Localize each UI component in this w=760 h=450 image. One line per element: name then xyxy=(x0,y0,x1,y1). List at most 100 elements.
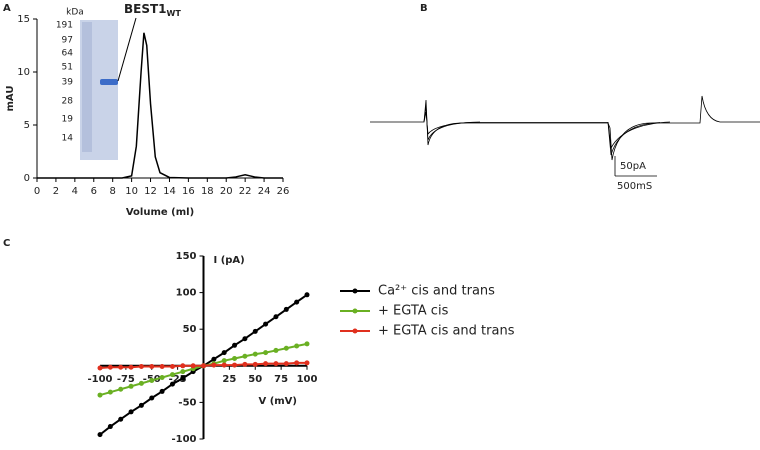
data-point xyxy=(242,336,248,342)
x-tick-label: 14 xyxy=(163,186,176,197)
annotation-line xyxy=(117,17,137,82)
y-tick-label: 0 xyxy=(24,173,30,184)
data-point xyxy=(201,363,206,369)
data-point xyxy=(159,364,165,370)
data-point xyxy=(169,381,175,387)
data-point xyxy=(242,353,248,359)
panel-label: C xyxy=(3,238,10,249)
data-point xyxy=(128,383,134,389)
data-point xyxy=(128,364,134,370)
x-axis-label: Volume (ml) xyxy=(126,207,194,218)
data-point xyxy=(242,361,248,367)
trace xyxy=(370,95,760,161)
x-tick-label: 8 xyxy=(110,186,116,197)
x-tick-label: 20 xyxy=(220,186,233,197)
x-tick-label: -100 xyxy=(87,374,112,385)
legend-label: + EGTA cis xyxy=(378,304,449,319)
data-point xyxy=(107,389,113,395)
data-point xyxy=(169,372,175,378)
x-tick-label: 25 xyxy=(222,374,236,385)
y-axis-label: mAU xyxy=(5,86,16,112)
y-tick-label: 150 xyxy=(176,251,197,262)
data-point xyxy=(118,364,124,370)
data-point xyxy=(149,395,155,401)
annotation-subscript: WT xyxy=(167,9,182,18)
legend-marker xyxy=(352,288,358,294)
x-tick-label: 4 xyxy=(72,186,78,197)
x-tick-label: 10 xyxy=(125,186,138,197)
data-point xyxy=(159,375,165,381)
data-point xyxy=(273,347,279,353)
legend-marker xyxy=(352,328,358,334)
data-point xyxy=(283,345,289,351)
data-point xyxy=(294,343,300,349)
legend-marker xyxy=(352,308,358,314)
data-point xyxy=(97,365,103,371)
data-point xyxy=(232,342,238,348)
data-point xyxy=(211,356,217,362)
y-tick-label: 5 xyxy=(24,120,30,131)
data-point xyxy=(304,292,310,298)
x-tick-label: 16 xyxy=(182,186,195,197)
x-tick-label: 24 xyxy=(258,186,271,197)
data-point xyxy=(263,321,269,327)
data-point xyxy=(107,424,113,430)
gel-marker-label: 51 xyxy=(62,63,73,73)
data-point xyxy=(283,361,289,367)
y-axis-label: I (pA) xyxy=(214,255,245,266)
panel-label: B xyxy=(420,3,428,14)
x-tick-label: 2 xyxy=(53,186,59,197)
data-point xyxy=(118,416,124,422)
data-point xyxy=(263,361,269,367)
gel-marker-label: 28 xyxy=(62,97,74,107)
y-tick-label: -100 xyxy=(171,434,196,445)
data-point xyxy=(97,392,103,398)
legend-label: Ca²⁺ cis and trans xyxy=(378,284,495,299)
data-point xyxy=(232,362,238,368)
data-point xyxy=(283,306,289,312)
x-tick-label: 0 xyxy=(34,186,40,197)
x-tick-label: 18 xyxy=(201,186,214,197)
data-point xyxy=(252,361,258,367)
x-tick-label: 100 xyxy=(297,374,318,385)
x-tick-label: 6 xyxy=(91,186,97,197)
data-point xyxy=(138,402,144,408)
data-point xyxy=(232,355,238,361)
data-point xyxy=(263,350,269,356)
x-tick-label: -75 xyxy=(117,374,135,385)
gel-unit: kDa xyxy=(66,8,84,18)
trace xyxy=(423,111,671,150)
gel-ladder xyxy=(82,22,92,152)
y-tick-label: 50 xyxy=(183,324,197,335)
data-point xyxy=(180,375,186,381)
data-point xyxy=(180,369,186,375)
gel-marker-label: 97 xyxy=(62,36,73,46)
y-tick-label: 10 xyxy=(17,67,30,78)
data-point xyxy=(169,364,175,370)
data-point xyxy=(273,361,279,367)
x-tick-label: 12 xyxy=(144,186,157,197)
data-point xyxy=(107,364,113,370)
data-point xyxy=(118,386,124,392)
data-point xyxy=(221,350,227,356)
data-point xyxy=(97,432,103,438)
x-tick-label: -25 xyxy=(169,374,187,385)
gel-marker-label: 64 xyxy=(62,49,74,59)
y-tick-label: 15 xyxy=(17,14,30,25)
y-tick-label: -50 xyxy=(178,397,196,408)
data-point xyxy=(211,362,217,368)
data-point xyxy=(149,377,155,383)
data-point xyxy=(273,314,279,320)
annotation-text: BEST1 xyxy=(124,2,167,16)
data-point xyxy=(252,328,258,334)
current-traces xyxy=(370,95,760,177)
data-point xyxy=(294,360,300,366)
panel-label: A xyxy=(3,3,11,14)
x-tick-label: 50 xyxy=(248,374,262,385)
x-tick-label: 22 xyxy=(239,186,252,197)
x-axis-label: V (mV) xyxy=(258,396,297,407)
data-point xyxy=(190,363,196,369)
gel-band xyxy=(100,79,118,85)
gel-marker-label: 191 xyxy=(56,21,73,31)
scale-time-label: 500mS xyxy=(617,181,652,192)
